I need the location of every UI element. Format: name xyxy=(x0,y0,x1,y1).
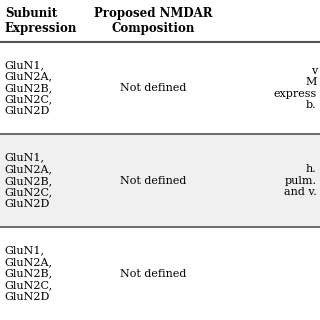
Text: GluN1,
GluN2A,
GluN2B,
GluN2C,
GluN2D: GluN1, GluN2A, GluN2B, GluN2C, GluN2D xyxy=(5,153,53,209)
Bar xyxy=(0,134,320,227)
Text: GluN1,
GluN2A,
GluN2B,
GluN2C,
GluN2D: GluN1, GluN2A, GluN2B, GluN2C, GluN2D xyxy=(5,245,53,302)
Bar xyxy=(0,42,320,134)
Text: h.
pulm.
and v.: h. pulm. and v. xyxy=(284,164,317,197)
Bar xyxy=(0,227,320,320)
Text: Subunit
Expression: Subunit Expression xyxy=(5,7,77,35)
Text: v
M
express
b.: v M express b. xyxy=(274,66,317,110)
Text: GluN1,
GluN2A,
GluN2B,
GluN2C,
GluN2D: GluN1, GluN2A, GluN2B, GluN2C, GluN2D xyxy=(5,60,53,116)
Text: Proposed NMDAR
Composition: Proposed NMDAR Composition xyxy=(94,7,213,35)
Text: Not defined: Not defined xyxy=(120,268,187,279)
Text: Not defined: Not defined xyxy=(120,176,187,186)
Text: Not defined: Not defined xyxy=(120,83,187,93)
